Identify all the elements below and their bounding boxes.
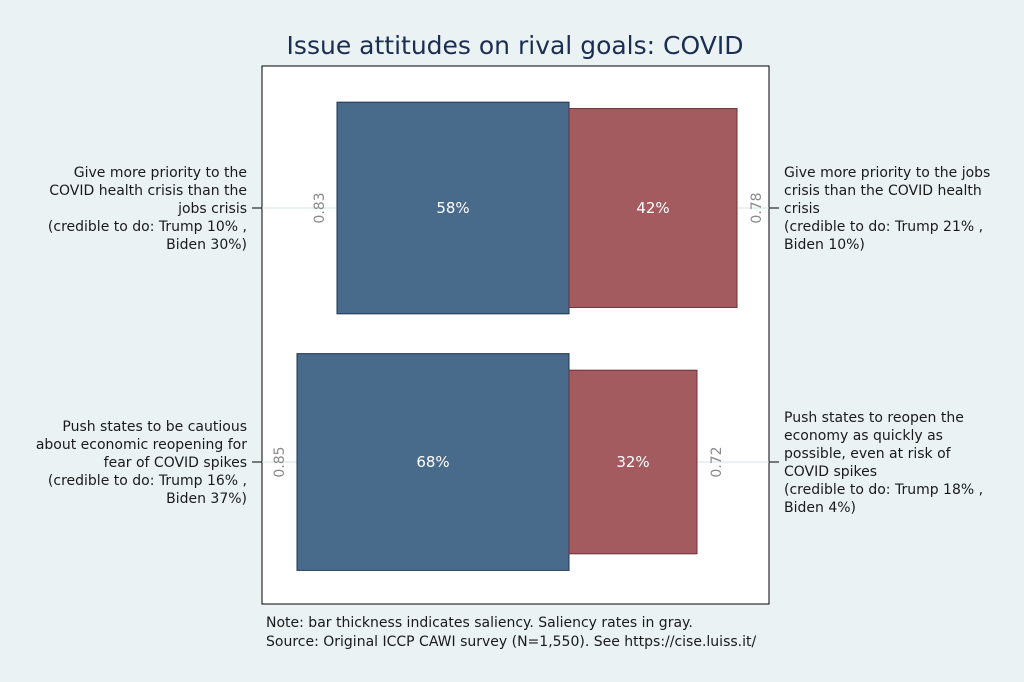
bar-value-label-right: 42%	[636, 199, 669, 217]
bar-right	[568, 108, 738, 308]
saliency-label-right: 0.72	[709, 446, 725, 477]
saliency-label-right: 0.78	[749, 192, 765, 223]
bar-row: 68% 32% 0.85 0.72 Push states to be cautious…	[36, 353, 983, 571]
bar-right	[568, 369, 698, 555]
bar-left	[336, 101, 570, 315]
saliency-label-left: 0.85	[272, 446, 288, 477]
category-label-right: Push states to reopen the economy as quic…	[784, 410, 983, 516]
category-label-right: Give more priority to the jobs crisis tha…	[784, 165, 990, 253]
bar-value-label-left: 68%	[416, 453, 449, 471]
chart-note: Note: bar thickness indicates saliency. …	[266, 615, 693, 631]
category-label-left: Give more priority to the COVID health cr…	[48, 165, 247, 253]
chart-note: Source: Original ICCP CAWI survey (N=1,5…	[266, 634, 756, 650]
bar-row: 58% 42% 0.83 0.78 Give more priority to the C…	[48, 101, 990, 315]
chart-title: Issue attitudes on rival goals: COVID	[287, 31, 744, 60]
bar-value-label-left: 58%	[436, 199, 469, 217]
chart-notes: Note: bar thickness indicates saliency. …	[266, 615, 756, 650]
saliency-label-left: 0.83	[312, 192, 328, 223]
category-label-left: Push states to be cautious about economic…	[36, 419, 247, 507]
bar-value-label-right: 32%	[616, 453, 649, 471]
bar-left	[296, 353, 570, 571]
bar-rows: 58% 42% 0.83 0.78 Give more priority to the C…	[36, 101, 990, 571]
